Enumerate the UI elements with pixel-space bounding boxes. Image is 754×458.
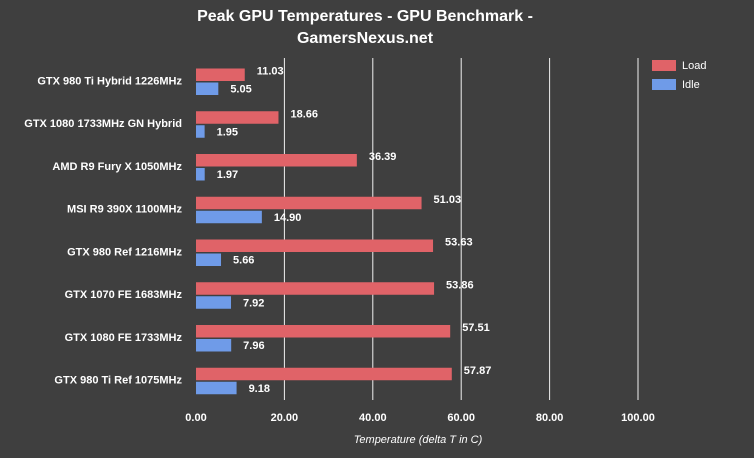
value-label: 53.63: [445, 237, 473, 249]
y-tick-label: GTX 980 Ti Ref 1075MHz: [54, 375, 182, 387]
value-label: 18.66: [290, 108, 318, 120]
value-label: 9.18: [249, 383, 270, 395]
y-tick-label: GTX 1080 FE 1733MHz: [65, 332, 183, 344]
legend-swatch: [652, 79, 676, 90]
y-tick-label: GTX 980 Ti Hybrid 1226MHz: [37, 75, 182, 87]
value-label: 5.66: [233, 255, 254, 267]
y-tick-label: AMD R9 Fury X 1050MHz: [52, 161, 182, 173]
y-tick-label: GTX 1080 1733MHz GN Hybrid: [24, 118, 182, 130]
bar: [196, 82, 219, 95]
bar: [196, 68, 245, 81]
bar: [196, 296, 232, 309]
value-label: 1.97: [217, 169, 238, 181]
value-label: 57.51: [462, 322, 490, 334]
chart-title: Peak GPU Temperatures - GPU Benchmark - …: [197, 8, 533, 47]
bar: [196, 154, 357, 167]
x-tick-label: 80.00: [536, 412, 564, 424]
x-tick-label: 100.00: [621, 412, 655, 424]
bar: [196, 196, 422, 210]
bar: [196, 111, 279, 124]
bar: [196, 210, 262, 224]
bar: [196, 325, 451, 338]
value-label: 36.39: [369, 151, 397, 163]
bar: [196, 381, 237, 395]
value-label: 51.03: [434, 194, 462, 206]
x-tick-label: 40.00: [359, 412, 387, 424]
bar: [196, 282, 435, 295]
x-tick-label: 60.00: [447, 412, 475, 424]
value-label: 5.05: [230, 84, 251, 96]
legend-swatch: [652, 60, 676, 71]
value-label: 7.96: [243, 340, 264, 352]
x-axis-label: Temperature (delta T in C): [354, 434, 483, 446]
value-label: 57.87: [464, 365, 492, 377]
bar: [196, 367, 452, 381]
x-tick-label: 0.00: [185, 412, 206, 424]
value-label: 11.03: [257, 66, 284, 78]
bar: [196, 339, 232, 352]
legend-label: Idle: [682, 79, 700, 91]
legend-label: Load: [682, 60, 706, 72]
value-label: 53.86: [446, 279, 474, 291]
bar: [196, 168, 205, 181]
y-tick-label: GTX 980 Ref 1216MHz: [67, 246, 182, 258]
y-tick-label: GTX 1070 FE 1683MHz: [65, 289, 183, 301]
value-label: 7.92: [243, 297, 264, 309]
y-tick-label: MSI R9 390X 1100MHz: [67, 204, 182, 216]
bar: [196, 239, 434, 252]
x-tick-label: 20.00: [271, 412, 299, 424]
value-label: 14.90: [274, 212, 302, 224]
bar: [196, 125, 205, 138]
value-label: 1.95: [217, 126, 238, 138]
bar: [196, 253, 222, 266]
